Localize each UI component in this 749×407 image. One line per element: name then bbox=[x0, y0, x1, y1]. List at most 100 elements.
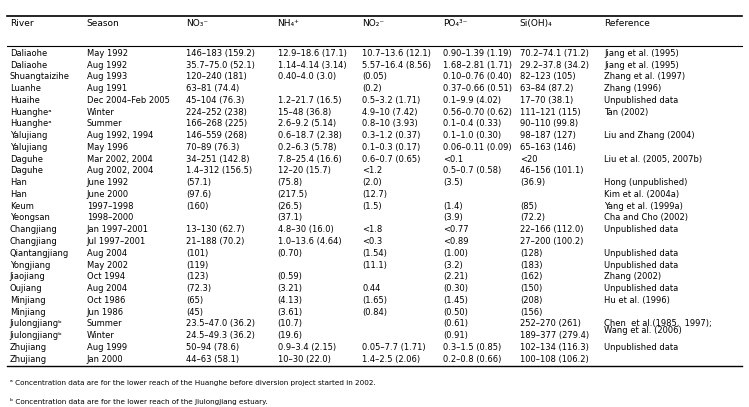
Text: (1.54): (1.54) bbox=[362, 249, 387, 258]
Text: (97.6): (97.6) bbox=[186, 190, 211, 199]
Text: (72.3): (72.3) bbox=[186, 284, 211, 293]
Text: 0.3–1.5 (0.85): 0.3–1.5 (0.85) bbox=[443, 343, 501, 352]
Text: Mar 2002, 2004: Mar 2002, 2004 bbox=[87, 155, 153, 164]
Text: Minjiang: Minjiang bbox=[10, 296, 46, 305]
Text: 63–81 (74.4): 63–81 (74.4) bbox=[186, 84, 239, 93]
Text: Yalujiang: Yalujiang bbox=[10, 143, 47, 152]
Text: May 1992: May 1992 bbox=[87, 49, 128, 58]
Text: Jan 1997–2001: Jan 1997–2001 bbox=[87, 225, 149, 234]
Text: 2.6–9.2 (5.14): 2.6–9.2 (5.14) bbox=[278, 119, 336, 128]
Text: (162): (162) bbox=[520, 272, 542, 281]
Text: 98–187 (127): 98–187 (127) bbox=[520, 131, 576, 140]
Text: 46–156 (101.1): 46–156 (101.1) bbox=[520, 166, 583, 175]
Text: 0.37–0.66 (0.51): 0.37–0.66 (0.51) bbox=[443, 84, 512, 93]
Text: <0.1: <0.1 bbox=[443, 155, 463, 164]
Text: NO₃⁻: NO₃⁻ bbox=[186, 19, 208, 28]
Text: Qiantangjiang: Qiantangjiang bbox=[10, 249, 69, 258]
Text: <0.89: <0.89 bbox=[443, 237, 468, 246]
Text: ᵃ Concentration data are for the lower reach of the Huanghe before diversion pro: ᵃ Concentration data are for the lower r… bbox=[10, 380, 375, 385]
Text: Jiang et al. (1995): Jiang et al. (1995) bbox=[604, 49, 679, 58]
Text: Daliaohe: Daliaohe bbox=[10, 61, 47, 70]
Text: 0.56–0.70 (0.62): 0.56–0.70 (0.62) bbox=[443, 107, 512, 116]
Text: 12–20 (15.7): 12–20 (15.7) bbox=[278, 166, 330, 175]
Text: 0.44: 0.44 bbox=[362, 284, 380, 293]
Text: 100–108 (106.2): 100–108 (106.2) bbox=[520, 354, 589, 364]
Text: (10.7): (10.7) bbox=[278, 319, 303, 328]
Text: 0.40–4.0 (3.0): 0.40–4.0 (3.0) bbox=[278, 72, 336, 81]
Text: (0.05): (0.05) bbox=[362, 72, 387, 81]
Text: 90–110 (99.8): 90–110 (99.8) bbox=[520, 119, 578, 128]
Text: <20: <20 bbox=[520, 155, 537, 164]
Text: (19.6): (19.6) bbox=[278, 331, 303, 340]
Text: 189–377 (279.4): 189–377 (279.4) bbox=[520, 331, 589, 340]
Text: Daguhe: Daguhe bbox=[10, 166, 43, 175]
Text: (217.5): (217.5) bbox=[278, 190, 308, 199]
Text: 0.90–1.39 (1.19): 0.90–1.39 (1.19) bbox=[443, 49, 512, 58]
Text: Zhujiang: Zhujiang bbox=[10, 343, 47, 352]
Text: (2.21): (2.21) bbox=[443, 272, 467, 281]
Text: 1998–2000: 1998–2000 bbox=[87, 213, 133, 223]
Text: Jiulongjiangᵇ: Jiulongjiangᵇ bbox=[10, 319, 62, 328]
Text: (0.61): (0.61) bbox=[443, 319, 468, 328]
Text: 82–123 (105): 82–123 (105) bbox=[520, 72, 575, 81]
Text: 146–559 (268): 146–559 (268) bbox=[186, 131, 247, 140]
Text: 15–48 (36.8): 15–48 (36.8) bbox=[278, 107, 331, 116]
Text: Oujiang: Oujiang bbox=[10, 284, 42, 293]
Text: 0.05–7.7 (1.71): 0.05–7.7 (1.71) bbox=[362, 343, 425, 352]
Text: 166–268 (225): 166–268 (225) bbox=[186, 119, 247, 128]
Text: 0.3–1.2 (0.37): 0.3–1.2 (0.37) bbox=[362, 131, 420, 140]
Text: (101): (101) bbox=[186, 249, 208, 258]
Text: 24.5–49.3 (36.2): 24.5–49.3 (36.2) bbox=[186, 331, 255, 340]
Text: Zhujiang: Zhujiang bbox=[10, 354, 47, 364]
Text: Oct 1986: Oct 1986 bbox=[87, 296, 125, 305]
Text: Unpublished data: Unpublished data bbox=[604, 260, 679, 269]
Text: Aug 2002, 2004: Aug 2002, 2004 bbox=[87, 166, 153, 175]
Text: 0.2–0.8 (0.66): 0.2–0.8 (0.66) bbox=[443, 354, 501, 364]
Text: (65): (65) bbox=[186, 296, 203, 305]
Text: 12.9–18.6 (17.1): 12.9–18.6 (17.1) bbox=[278, 49, 347, 58]
Text: Aug 1999: Aug 1999 bbox=[87, 343, 127, 352]
Text: 29.2–37.8 (34.2): 29.2–37.8 (34.2) bbox=[520, 61, 589, 70]
Text: (160): (160) bbox=[186, 202, 208, 211]
Text: Summer: Summer bbox=[87, 319, 122, 328]
Text: Aug 1992: Aug 1992 bbox=[87, 61, 127, 70]
Text: <1.8: <1.8 bbox=[362, 225, 382, 234]
Text: Keum: Keum bbox=[10, 202, 34, 211]
Text: Unpublished data: Unpublished data bbox=[604, 225, 679, 234]
Text: (208): (208) bbox=[520, 296, 542, 305]
Text: (37.1): (37.1) bbox=[278, 213, 303, 223]
Text: (1.45): (1.45) bbox=[443, 296, 467, 305]
Text: Jiaojiang: Jiaojiang bbox=[10, 272, 46, 281]
Text: Winter: Winter bbox=[87, 331, 115, 340]
Text: Kim et al. (2004a): Kim et al. (2004a) bbox=[604, 190, 679, 199]
Text: Huaihe: Huaihe bbox=[10, 96, 40, 105]
Text: 224–252 (238): 224–252 (238) bbox=[186, 107, 246, 116]
Text: 0.8–10 (3.93): 0.8–10 (3.93) bbox=[362, 119, 418, 128]
Text: 111–121 (115): 111–121 (115) bbox=[520, 107, 580, 116]
Text: Minjiang: Minjiang bbox=[10, 308, 46, 317]
Text: 50–94 (78.6): 50–94 (78.6) bbox=[186, 343, 239, 352]
Text: (0.84): (0.84) bbox=[362, 308, 387, 317]
Text: 10.7–13.6 (12.1): 10.7–13.6 (12.1) bbox=[362, 49, 431, 58]
Text: (3.9): (3.9) bbox=[443, 213, 463, 223]
Text: 65–163 (146): 65–163 (146) bbox=[520, 143, 576, 152]
Text: (3.5): (3.5) bbox=[443, 178, 463, 187]
Text: 0.2–6.3 (5.78): 0.2–6.3 (5.78) bbox=[278, 143, 336, 152]
Text: Han: Han bbox=[10, 190, 26, 199]
Text: 0.1–1.0 (0.30): 0.1–1.0 (0.30) bbox=[443, 131, 501, 140]
Text: 0.10–0.76 (0.40): 0.10–0.76 (0.40) bbox=[443, 72, 512, 81]
Text: 102–134 (116.3): 102–134 (116.3) bbox=[520, 343, 589, 352]
Text: 13–130 (62.7): 13–130 (62.7) bbox=[186, 225, 244, 234]
Text: Daliaohe: Daliaohe bbox=[10, 49, 47, 58]
Text: Shuangtaizihe: Shuangtaizihe bbox=[10, 72, 70, 81]
Text: 4.8–30 (16.0): 4.8–30 (16.0) bbox=[278, 225, 333, 234]
Text: Unpublished data: Unpublished data bbox=[604, 249, 679, 258]
Text: (72.2): (72.2) bbox=[520, 213, 545, 223]
Text: Changjiang: Changjiang bbox=[10, 225, 58, 234]
Text: Unpublished data: Unpublished data bbox=[604, 343, 679, 352]
Text: Luanhe: Luanhe bbox=[10, 84, 40, 93]
Text: (75.8): (75.8) bbox=[278, 178, 303, 187]
Text: (4.13): (4.13) bbox=[278, 296, 303, 305]
Text: ᵇ Concentration data are for the lower reach of the Jiulongjiang estuary.: ᵇ Concentration data are for the lower r… bbox=[10, 398, 267, 405]
Text: Huangheᵃ: Huangheᵃ bbox=[10, 107, 52, 116]
